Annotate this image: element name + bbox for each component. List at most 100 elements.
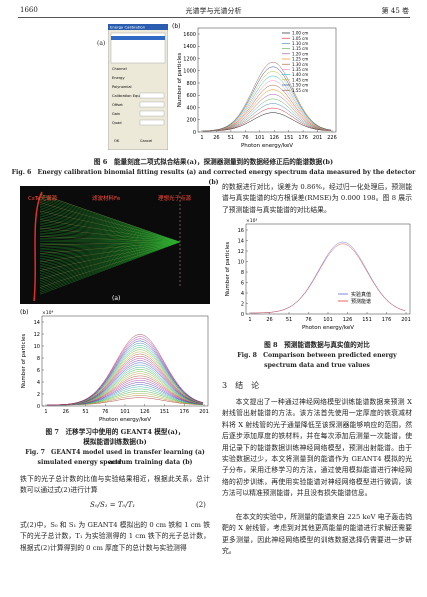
y-tick-label: 10 [34, 344, 40, 350]
photon-track [39, 238, 181, 243]
legend-label: 1.55 cm [292, 88, 308, 93]
y-axis-label: Number of particles [177, 53, 183, 108]
dialog-label: OK [114, 139, 120, 143]
x-tick-label: 26 [63, 409, 69, 415]
figure8-chart: 1 26 51 76 101 126 151 176 2010246810121416Photo… [225, 218, 411, 331]
panel-label: (a) [97, 40, 106, 47]
legend-label: 1.15 cm [292, 46, 308, 51]
photon-track [39, 241, 181, 276]
x-tick-label: 201 [401, 317, 411, 323]
photon-track [39, 193, 181, 243]
panel-label: (b) [20, 309, 29, 316]
x-tick-label: 76 [242, 135, 248, 141]
legend-label: 1.20 cm [292, 51, 308, 56]
dialog-field [139, 119, 165, 126]
photon-track [39, 232, 181, 243]
x-axis-label: Photon energy/keV [99, 417, 151, 423]
photon-track [39, 241, 181, 271]
photon-track [39, 205, 181, 243]
dialog-label: Calibration Equation [112, 94, 149, 98]
caption-en: Fig. 6 Energy calibration binomial fitti… [11, 169, 416, 186]
caption-en: spectrum data and true values [264, 362, 370, 369]
paragraph: 在本文的实验中，所测量的能谱来自 225 keV 电子轰击钨靶的 X 射线管，考… [222, 513, 412, 556]
y-tick-label: 600 [186, 93, 196, 99]
x-tick-label: 126 [343, 317, 353, 323]
photon-track [39, 241, 181, 278]
paragraph: 铁下的光子总计数的比值与实验结果相近，根据此关系，总计数可以通过式(2)进行计算 [20, 475, 210, 495]
y-tick-label: 6 [241, 280, 244, 286]
legend-label: 1.45 cm [292, 77, 308, 82]
y-tick-label: 14 [238, 238, 244, 244]
y-tick-label: 1600 [183, 32, 196, 38]
photon-track [39, 241, 181, 293]
y-tick-label: 0 [193, 130, 196, 136]
photon-track [39, 229, 181, 243]
x-tick-label: 1 [44, 409, 47, 415]
x-tick-label: 26 [266, 317, 272, 323]
dialog-label: Quad [112, 121, 122, 125]
spectrum-curve [203, 61, 332, 132]
dialog-field [139, 92, 165, 99]
panel-label: (a) [112, 295, 120, 302]
photon-track [39, 207, 181, 243]
dialog-label: Energy [112, 76, 125, 80]
x-tick-label: 51 [286, 317, 292, 323]
photon-track [39, 204, 181, 243]
photon-track [39, 241, 181, 283]
y-tick-label: 1000 [183, 69, 196, 75]
y-tick-label: 4 [241, 291, 244, 297]
spectrum-curve [203, 75, 332, 132]
x-tick-label: 1 [248, 317, 251, 323]
dialog-field [139, 101, 165, 108]
photon-track [39, 241, 181, 288]
photon-track [39, 202, 181, 243]
legend-label: 1.25 cm [292, 57, 308, 62]
legend-label: 1.30 cm [292, 62, 308, 67]
x-tick-label: 101 [323, 317, 333, 323]
y-tick-label: 16 [238, 228, 244, 234]
spectrum-curve [203, 84, 332, 132]
photon-track [39, 214, 181, 243]
x-tick-label: 1 [200, 135, 203, 141]
spectrum-curve [251, 243, 406, 314]
x-tick-label: 226 [327, 135, 337, 141]
photon-track [39, 241, 181, 275]
y-tick-label: 2 [37, 392, 40, 398]
model-label: 理想光子点源 [158, 194, 192, 202]
dialog-label: Polynomial [112, 85, 132, 89]
header-rule [18, 17, 410, 18]
dialog-screenshot: Channel Energy Polynomial Calibration Equat… [108, 24, 168, 150]
y-axis-label: Number of particles [21, 334, 27, 389]
caption-en: Fig. 8 Comparison between predicted ener… [237, 352, 397, 359]
volume: 第 45 卷 [381, 7, 409, 15]
photon-track [39, 231, 181, 243]
photon-track [39, 221, 181, 243]
section-heading: 3 结 论 [222, 381, 260, 390]
photon-track [39, 219, 181, 243]
photon-track [39, 241, 181, 264]
spectrum-curve [203, 94, 332, 132]
photon-track [39, 241, 181, 256]
photon-track [39, 241, 181, 249]
dialog-field [139, 110, 165, 117]
spectrum-curve [47, 334, 204, 406]
x-tick-label: 126 [140, 409, 150, 415]
y-tick-label: 14 [34, 320, 40, 326]
y-tick-label: 4 [37, 380, 40, 386]
photon-track [39, 210, 181, 243]
filter-outline [33, 191, 43, 302]
y-tick-label: 400 [186, 105, 196, 111]
photon-track [39, 212, 181, 243]
x-tick-label: 201 [199, 409, 209, 415]
photon-track [39, 241, 181, 268]
model-label: CsTe光谱源 [28, 194, 58, 202]
x-tick-label: 51 [228, 135, 234, 141]
photon-track [39, 241, 181, 251]
photon-track [39, 241, 181, 295]
panel-label: (b) [172, 23, 181, 30]
x-tick-label: 176 [382, 317, 392, 323]
figure7-chart: 1 26 51 76 101 126 151 176 20102468101214Photon … [20, 309, 209, 423]
x-axis-label: Photon energy/keV [241, 143, 293, 149]
y-tick-label: 8 [37, 356, 40, 362]
